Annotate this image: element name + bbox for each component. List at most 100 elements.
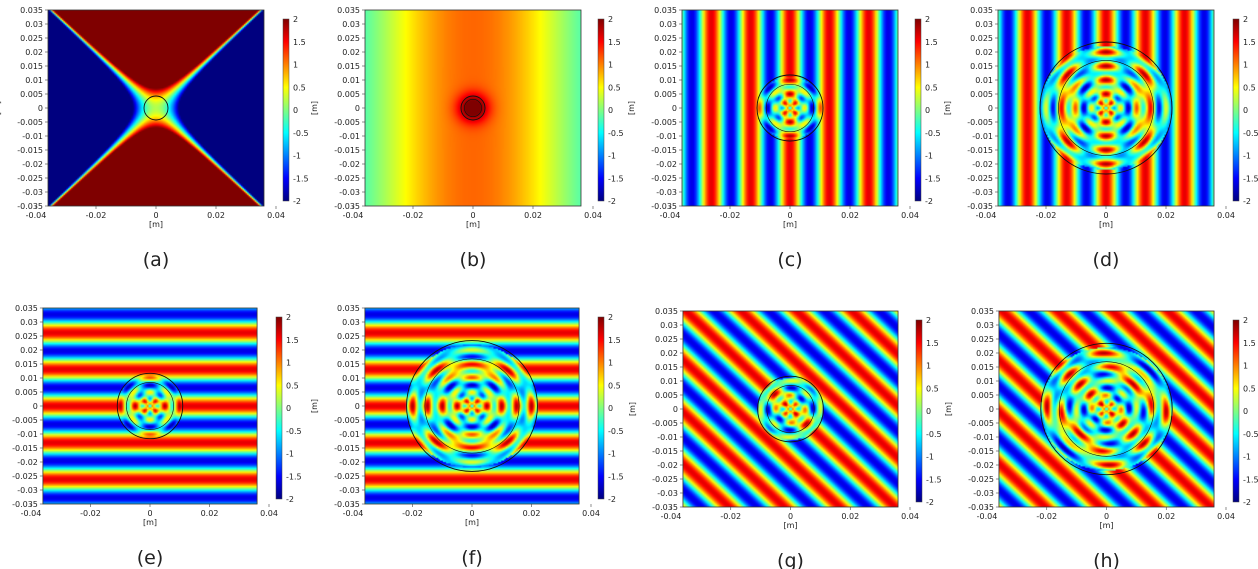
y-tick-label: 0.02: [659, 48, 677, 57]
y-tick-label: -0.01: [22, 132, 43, 141]
y-tick-label: 0.025: [654, 34, 677, 43]
y-tick-label: 0.005: [337, 388, 360, 397]
y-tick-label: -0.025: [334, 472, 360, 481]
x-tick-label: -0.02: [720, 512, 741, 521]
panel-caption: (f): [461, 547, 483, 569]
x-tick-label: -0.04: [977, 512, 998, 521]
colorbar-tick-label: 0.5: [608, 83, 621, 92]
y-tick-label: -0.035: [652, 503, 678, 512]
y-tick-label: 0.02: [976, 349, 994, 358]
x-tick-label: 0.02: [201, 509, 219, 518]
colorbar-tick-label: 0: [286, 404, 291, 413]
x-axis-label: [m]: [466, 220, 480, 229]
y-tick-label: 0.01: [342, 76, 360, 85]
colorbar-tick-label: -1.5: [608, 472, 624, 481]
y-tick-label: 0.025: [337, 34, 360, 43]
y-axis-label: [m]: [0, 101, 2, 115]
y-tick-label: 0.005: [20, 90, 43, 99]
y-tick-label: -0.025: [967, 174, 993, 183]
colorbar: [597, 18, 605, 202]
y-tick-label: 0.035: [655, 307, 678, 316]
y-tick-label: -0.02: [339, 458, 360, 467]
y-axis-label: [m]: [310, 101, 319, 115]
colorbar-tick-label: -1: [1243, 152, 1251, 161]
colorbar-tick-label: 2: [286, 313, 291, 322]
y-tick-label: -0.02: [657, 461, 678, 470]
colorbar-tick-label: 0: [925, 106, 930, 115]
y-tick-label: -0.025: [334, 174, 360, 183]
y-tick-label: -0.01: [656, 132, 677, 141]
y-tick-label: -0.03: [973, 489, 994, 498]
x-tick-label: -0.04: [26, 211, 47, 220]
colorbar-tick-label: 1: [926, 362, 931, 371]
colorbar-tick-label: -2: [293, 197, 301, 206]
heatmap-field: [364, 308, 580, 504]
panel-e: -0.04 -0.02 0 0.02 0.04 [m] 0.035 0.03 0.025 0.02…: [12, 304, 302, 569]
colorbar-tick-label: 1: [1243, 362, 1248, 371]
x-tick-label: -0.02: [1036, 512, 1057, 521]
y-tick-label: 0.03: [342, 318, 360, 327]
colorbar-tick-label: 2: [1243, 15, 1248, 24]
colorbar-tick-label: 2: [1243, 316, 1248, 325]
y-tick-label: -0.015: [17, 146, 43, 155]
x-tick-label: 0.04: [901, 211, 919, 220]
x-tick-label: -0.04: [661, 512, 682, 521]
colorbar-tick-label: 1: [1243, 61, 1248, 70]
colorbar-tick-label: -0.5: [286, 427, 302, 436]
y-tick-label: -0.035: [12, 500, 38, 509]
y-tick-label: -0.035: [968, 503, 994, 512]
panel-caption: (d): [1093, 249, 1120, 271]
y-tick-label: 0.03: [342, 20, 360, 29]
y-tick-label: 0.025: [970, 34, 993, 43]
colorbar-tick-label: -0.5: [925, 129, 941, 138]
x-tick-label: 0.04: [584, 211, 602, 220]
x-axis-label: [m]: [465, 518, 479, 527]
y-tick-label: -0.025: [12, 472, 38, 481]
y-tick-label: 0.035: [654, 6, 677, 15]
x-tick-label: -0.02: [86, 211, 107, 220]
colorbar-tick-label: -1.5: [608, 174, 624, 183]
y-tick-label: 0.015: [20, 62, 43, 71]
y-tick-label: -0.01: [339, 430, 360, 439]
panel-d: -0.04 -0.02 0 0.02 0.04 [m] 0.035 0.03 0.025 0.02…: [943, 6, 1258, 271]
y-tick-label: 0.005: [654, 90, 677, 99]
colorbar-tick-label: -0.5: [608, 427, 624, 436]
colorbar: [1232, 18, 1240, 202]
colorbar-tick-label: -2: [608, 495, 616, 504]
panel-g: -0.04 -0.02 0 0.02 0.04 [m] 0.035 0.03 0.025 0.02…: [628, 307, 942, 569]
colorbar-tick-label: -1.5: [1243, 475, 1258, 484]
colorbar-tick-label: -1: [608, 152, 616, 161]
x-tick-label: 0.02: [523, 509, 541, 518]
y-tick-label: 0.015: [970, 62, 993, 71]
colorbar-tick-label: -2: [286, 495, 294, 504]
panel-f: -0.04 -0.02 0 0.02 0.04 [m] 0.035 0.03 0.025 0.02…: [310, 304, 624, 569]
y-tick-label: 0.025: [15, 332, 38, 341]
colorbar-tick-label: 0: [608, 106, 613, 115]
y-tick-label: 0.03: [660, 321, 678, 330]
y-tick-label: 0.025: [20, 34, 43, 43]
scatterer-inner-outline: [126, 382, 174, 430]
y-tick-label: 0.01: [25, 76, 43, 85]
x-tick-label: -0.04: [343, 211, 364, 220]
x-tick-label: 0: [1103, 211, 1108, 220]
x-tick-label: 0.02: [841, 211, 859, 220]
colorbar-tick-label: 1: [293, 61, 298, 70]
panel-caption: (h): [1093, 550, 1120, 569]
y-tick-label: 0.02: [975, 48, 993, 57]
y-tick-label: 0.035: [971, 307, 994, 316]
x-tick-label: 0: [469, 509, 474, 518]
y-tick-label: -0.005: [334, 118, 360, 127]
y-tick-label: -0.025: [652, 475, 678, 484]
colorbar-tick-label: 1: [286, 359, 291, 368]
x-axis-label: [m]: [143, 518, 157, 527]
y-tick-label: -0.03: [22, 188, 43, 197]
x-tick-label: 0.02: [207, 211, 225, 220]
y-tick-label: 0.005: [970, 90, 993, 99]
colorbar-tick-label: 1.5: [286, 336, 299, 345]
x-tick-label: 0.04: [267, 211, 285, 220]
y-tick-label: 0.035: [337, 6, 360, 15]
y-tick-label: 0: [355, 104, 360, 113]
x-axis-label: [m]: [1099, 521, 1113, 530]
x-axis-label: [m]: [783, 521, 797, 530]
